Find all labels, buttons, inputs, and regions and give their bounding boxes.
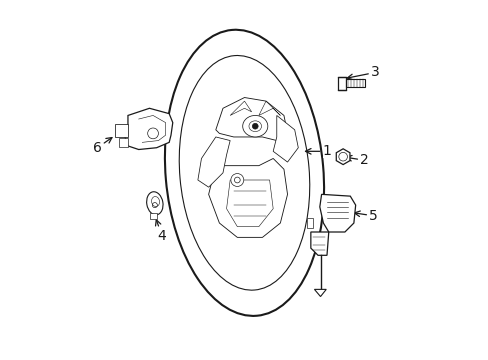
FancyBboxPatch shape: [306, 219, 312, 228]
Text: 1: 1: [305, 144, 331, 158]
Circle shape: [230, 174, 244, 186]
Ellipse shape: [146, 192, 163, 215]
Ellipse shape: [248, 121, 261, 132]
Polygon shape: [310, 232, 328, 255]
Polygon shape: [208, 158, 287, 237]
Polygon shape: [215, 98, 287, 140]
Ellipse shape: [242, 116, 267, 137]
FancyBboxPatch shape: [119, 138, 128, 147]
Text: 5: 5: [354, 209, 377, 223]
Polygon shape: [314, 289, 325, 297]
FancyBboxPatch shape: [115, 125, 128, 137]
Polygon shape: [124, 108, 172, 149]
Text: 2: 2: [346, 153, 368, 167]
Text: 6: 6: [93, 138, 112, 155]
Polygon shape: [319, 194, 355, 232]
Polygon shape: [198, 137, 230, 187]
Polygon shape: [336, 149, 349, 165]
FancyBboxPatch shape: [345, 79, 365, 87]
FancyBboxPatch shape: [337, 77, 345, 90]
Text: 4: 4: [155, 220, 166, 243]
Text: 3: 3: [346, 66, 379, 80]
FancyBboxPatch shape: [150, 213, 156, 220]
Circle shape: [147, 128, 158, 139]
Ellipse shape: [164, 30, 324, 316]
Circle shape: [252, 123, 258, 129]
Polygon shape: [273, 116, 298, 162]
Ellipse shape: [179, 55, 309, 290]
